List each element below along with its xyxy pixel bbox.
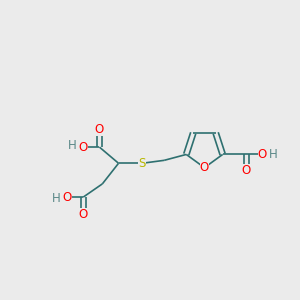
Text: O: O <box>79 208 88 221</box>
Text: H: H <box>68 139 76 152</box>
Text: H: H <box>52 192 60 205</box>
Text: O: O <box>95 123 104 136</box>
Text: O: O <box>62 190 72 204</box>
Text: O: O <box>242 164 251 177</box>
Text: O: O <box>79 141 88 154</box>
Text: S: S <box>138 157 146 170</box>
Text: O: O <box>200 161 209 174</box>
Text: H: H <box>269 148 278 161</box>
Text: O: O <box>258 148 267 161</box>
